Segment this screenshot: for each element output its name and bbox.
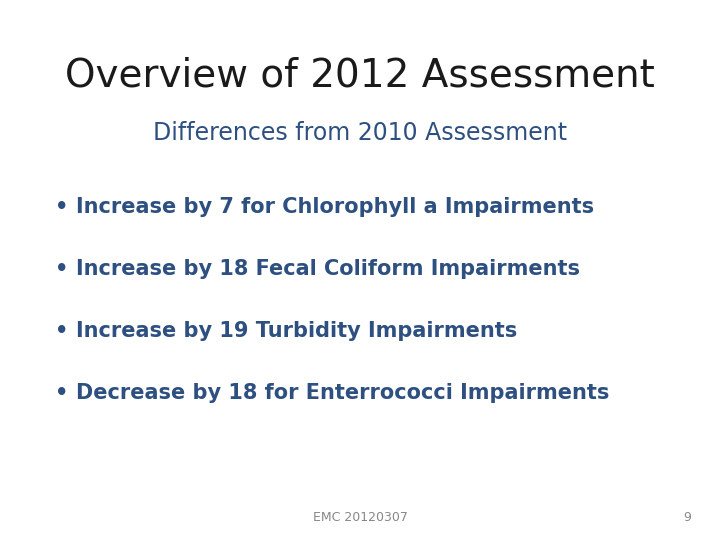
Text: Increase by 19 Turbidity Impairments: Increase by 19 Turbidity Impairments [76, 321, 517, 341]
Text: •: • [55, 259, 68, 279]
Text: EMC 20120307: EMC 20120307 [312, 511, 408, 524]
Text: Decrease by 18 for Enterrococci Impairments: Decrease by 18 for Enterrococci Impairme… [76, 383, 609, 403]
Text: Differences from 2010 Assessment: Differences from 2010 Assessment [153, 122, 567, 145]
Text: •: • [55, 383, 68, 403]
Text: •: • [55, 321, 68, 341]
Text: Overview of 2012 Assessment: Overview of 2012 Assessment [65, 57, 655, 94]
Text: Increase by 18 Fecal Coliform Impairments: Increase by 18 Fecal Coliform Impairment… [76, 259, 580, 279]
Text: 9: 9 [683, 511, 691, 524]
Text: Increase by 7 for Chlorophyll a Impairments: Increase by 7 for Chlorophyll a Impairme… [76, 197, 594, 217]
Text: •: • [55, 197, 68, 217]
